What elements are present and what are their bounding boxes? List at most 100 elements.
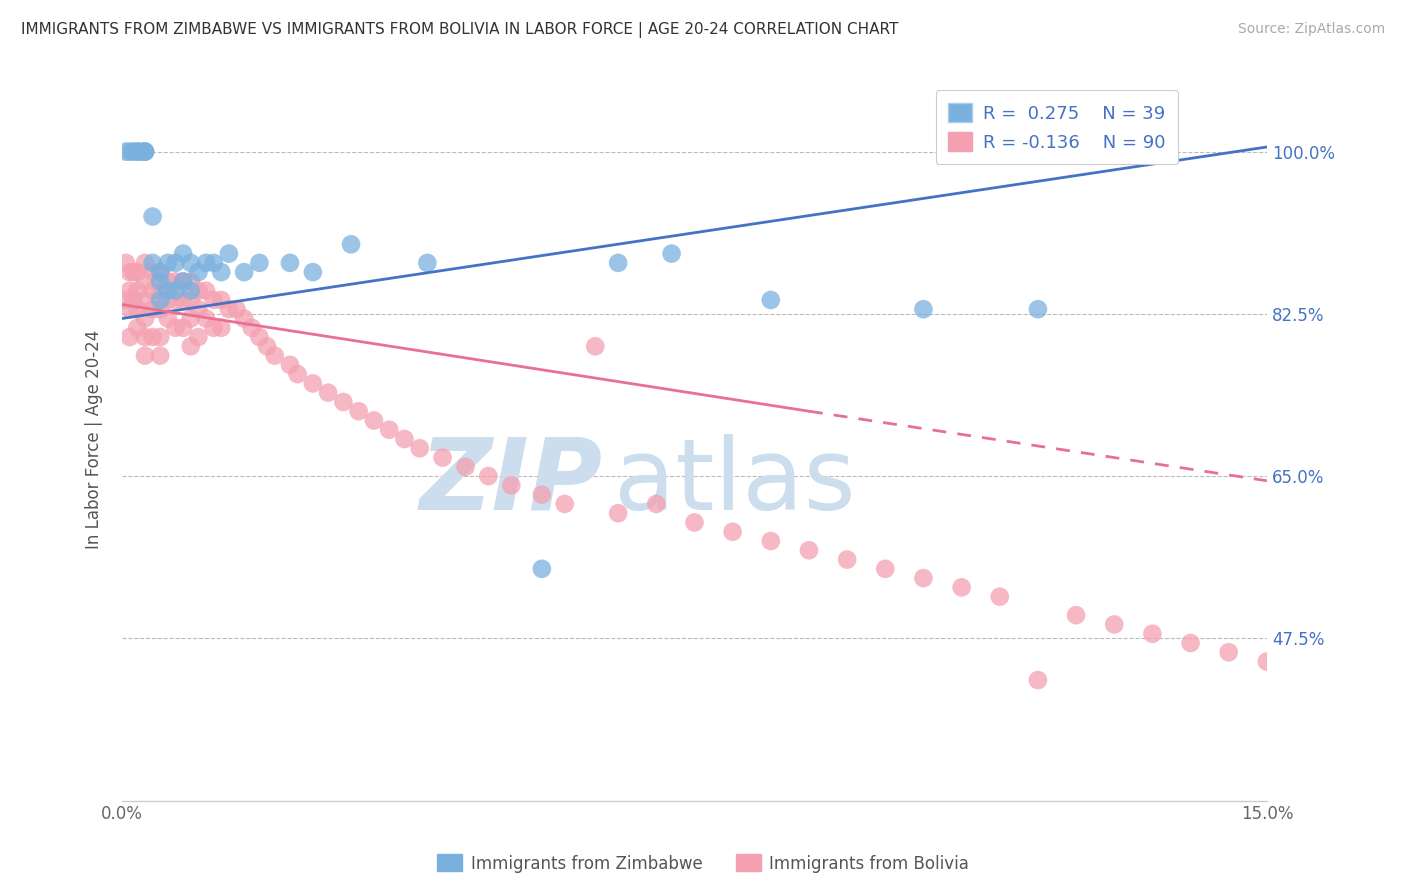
Point [645, 497, 668, 511]
Point [583, 339, 606, 353]
Point [134, 274, 156, 288]
Point [156, 274, 179, 288]
Point [218, 302, 240, 317]
Text: Source: ZipAtlas.com: Source: ZipAtlas.com [1237, 22, 1385, 37]
Point [202, 256, 225, 270]
Point [180, 284, 202, 298]
Text: ZIP: ZIP [420, 434, 603, 531]
Point [180, 256, 202, 270]
Point [530, 562, 553, 576]
Point [118, 265, 141, 279]
Point [156, 284, 179, 298]
Point [149, 349, 172, 363]
Point [683, 516, 706, 530]
Point [180, 293, 202, 307]
Point [172, 320, 194, 334]
Point [172, 293, 194, 307]
Point [249, 256, 271, 270]
Point [142, 284, 165, 298]
Legend: Immigrants from Zimbabwe, Immigrants from Bolivia: Immigrants from Zimbabwe, Immigrants fro… [430, 847, 976, 880]
Point [195, 311, 218, 326]
Point [721, 524, 744, 539]
Point [347, 404, 370, 418]
Point [263, 349, 285, 363]
Point [454, 459, 477, 474]
Point [129, 145, 152, 159]
Point [1064, 608, 1087, 623]
Point [149, 293, 172, 307]
Point [180, 339, 202, 353]
Point [115, 256, 138, 270]
Point [302, 376, 325, 391]
Point [287, 367, 309, 381]
Point [142, 210, 165, 224]
Point [209, 293, 232, 307]
Point [278, 256, 301, 270]
Point [165, 256, 187, 270]
Point [607, 256, 630, 270]
Point [316, 385, 339, 400]
Point [134, 256, 156, 270]
Point [127, 145, 149, 159]
Point [240, 320, 263, 334]
Point [950, 580, 973, 594]
Point [127, 265, 149, 279]
Point [187, 302, 209, 317]
Point [115, 293, 138, 307]
Text: atlas: atlas [614, 434, 856, 531]
Point [156, 311, 179, 326]
Point [172, 274, 194, 288]
Point [134, 330, 156, 344]
Point [172, 274, 194, 288]
Y-axis label: In Labor Force | Age 20-24: In Labor Force | Age 20-24 [86, 329, 103, 549]
Point [912, 571, 935, 585]
Point [149, 302, 172, 317]
Point [225, 302, 247, 317]
Point [432, 450, 454, 465]
Point [127, 145, 149, 159]
Point [1142, 626, 1164, 640]
Point [122, 293, 145, 307]
Point [165, 320, 187, 334]
Point [759, 293, 782, 307]
Point [256, 339, 278, 353]
Point [1026, 673, 1049, 687]
Point [249, 330, 271, 344]
Point [202, 320, 225, 334]
Point [233, 311, 256, 326]
Point [118, 302, 141, 317]
Point [187, 265, 209, 279]
Point [122, 145, 145, 159]
Point [156, 293, 179, 307]
Point [156, 256, 179, 270]
Point [187, 330, 209, 344]
Point [180, 311, 202, 326]
Point [165, 274, 187, 288]
Point [363, 413, 385, 427]
Point [1180, 636, 1202, 650]
Point [149, 284, 172, 298]
Point [187, 284, 209, 298]
Text: IMMIGRANTS FROM ZIMBABWE VS IMMIGRANTS FROM BOLIVIA IN LABOR FORCE | AGE 20-24 C: IMMIGRANTS FROM ZIMBABWE VS IMMIGRANTS F… [21, 22, 898, 38]
Point [195, 284, 218, 298]
Point [165, 293, 187, 307]
Point [118, 330, 141, 344]
Point [661, 246, 683, 260]
Point [302, 265, 325, 279]
Point [233, 265, 256, 279]
Legend: R =  0.275    N = 39, R = -0.136    N = 90: R = 0.275 N = 39, R = -0.136 N = 90 [935, 90, 1178, 164]
Point [134, 311, 156, 326]
Point [127, 302, 149, 317]
Point [149, 274, 172, 288]
Point [837, 552, 859, 566]
Point [122, 265, 145, 279]
Point [218, 246, 240, 260]
Point [530, 488, 553, 502]
Point [134, 293, 156, 307]
Point [209, 320, 232, 334]
Point [115, 145, 138, 159]
Point [149, 265, 172, 279]
Point [142, 265, 165, 279]
Point [172, 246, 194, 260]
Point [875, 562, 897, 576]
